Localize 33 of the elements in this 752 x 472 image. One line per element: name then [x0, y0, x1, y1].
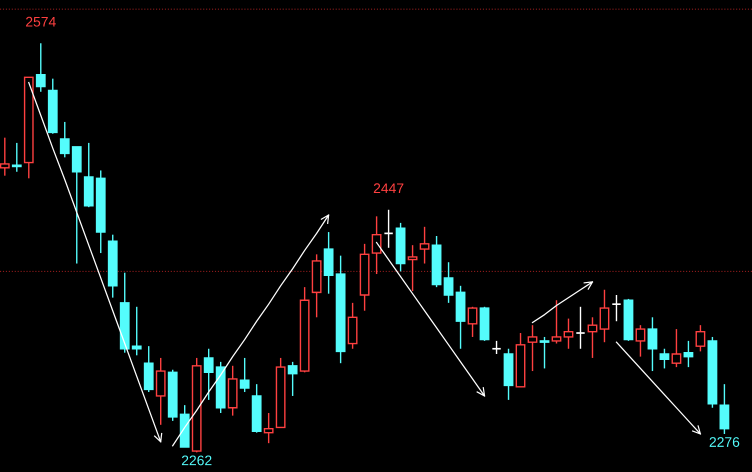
- candlestick: [372, 216, 382, 275]
- candlestick: [600, 289, 610, 343]
- candlestick: [648, 316, 658, 372]
- candlestick: [696, 324, 706, 352]
- candlestick: [0, 136, 10, 176]
- candlestick: [468, 306, 478, 338]
- candlestick: [552, 300, 562, 344]
- candlestick: [240, 357, 250, 393]
- annotation: 2276: [710, 437, 740, 447]
- annotation: 2447: [374, 183, 404, 194]
- candlestick: [60, 121, 70, 158]
- candlestick: [660, 348, 670, 370]
- candlestick: [384, 209, 394, 248]
- candlestick: [288, 361, 298, 397]
- candlestick: [540, 336, 550, 370]
- candlestick: [204, 348, 214, 401]
- candlestick: [12, 142, 22, 172]
- candlestick: [564, 318, 574, 350]
- candlestick: [264, 412, 274, 444]
- candlestick: [672, 328, 682, 368]
- candlestick: [420, 226, 430, 264]
- candlestick: [684, 340, 694, 368]
- annotation: 2262: [182, 455, 212, 466]
- candlestick: [408, 244, 418, 292]
- candlestick: [132, 306, 142, 356]
- annotation: 2574: [26, 16, 56, 27]
- candlestick: [636, 324, 646, 358]
- candlestick: [720, 383, 730, 435]
- candlestick: [575, 306, 586, 350]
- candlestick: [444, 262, 454, 304]
- candlestick: [36, 42, 46, 92]
- candlestick: [588, 316, 598, 359]
- candlestick: [528, 324, 538, 372]
